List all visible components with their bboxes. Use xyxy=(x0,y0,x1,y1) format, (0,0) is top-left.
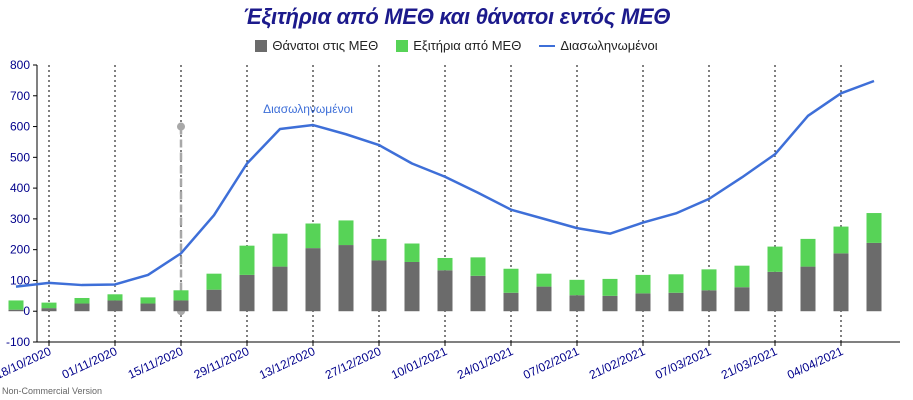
bar-deaths xyxy=(503,292,519,312)
legend-swatch-intubated xyxy=(539,44,556,47)
x-tick-label: 07/03/2021 xyxy=(653,344,714,382)
y-tick-label: 800 xyxy=(10,58,30,72)
bar-deaths xyxy=(536,286,552,312)
bar-discharged xyxy=(470,257,486,276)
bar-deaths xyxy=(800,266,816,312)
bar-discharged xyxy=(371,238,387,261)
bar-discharged xyxy=(833,226,849,254)
bar-discharged xyxy=(272,233,288,267)
bar-discharged xyxy=(74,297,90,304)
bar-deaths xyxy=(833,253,849,312)
x-tick-label: 15/11/2020 xyxy=(126,344,186,382)
bar-discharged xyxy=(437,257,453,271)
bar-discharged xyxy=(305,223,321,249)
bar-deaths xyxy=(239,274,255,312)
x-tick-label: 07/02/2021 xyxy=(521,344,582,382)
bar-deaths xyxy=(371,260,387,312)
bar-discharged xyxy=(503,268,519,293)
y-tick-label: 700 xyxy=(10,89,30,103)
legend-label-discharged: Εξιτήρια από ΜΕΘ xyxy=(413,38,522,53)
bar-discharged xyxy=(404,243,420,262)
legend-swatch-discharged xyxy=(396,39,409,52)
bar-discharged xyxy=(569,279,585,296)
x-tick-label: 13/12/2020 xyxy=(257,344,318,382)
bar-deaths xyxy=(767,271,783,312)
x-tick-label: 10/01/2021 xyxy=(389,344,450,382)
x-tick-label: 29/11/2020 xyxy=(192,344,252,382)
y-tick-label: 100 xyxy=(10,273,30,287)
legend-swatch-deaths xyxy=(255,39,268,52)
bar-deaths xyxy=(206,289,222,312)
bar-discharged xyxy=(866,213,882,243)
chart-title: Έξιτήρια από ΜΕΘ και θάνατοι εντός ΜΕΘ xyxy=(242,4,671,29)
bar-deaths xyxy=(470,275,486,312)
bar-discharged xyxy=(701,269,717,291)
bar-deaths xyxy=(173,300,189,312)
bar-deaths xyxy=(8,309,24,312)
bar-discharged xyxy=(206,273,222,290)
bar-deaths xyxy=(668,292,684,312)
x-tick-label: 24/01/2021 xyxy=(455,344,516,382)
x-tick-label: 01/11/2020 xyxy=(60,344,120,382)
bar-discharged xyxy=(140,297,156,304)
event-marker-dot xyxy=(177,122,185,131)
bar-deaths xyxy=(602,295,618,312)
bar-deaths xyxy=(41,308,57,312)
legend-item-discharged[interactable]: Εξιτήρια από ΜΕΘ xyxy=(396,38,521,53)
y-tick-label: 200 xyxy=(10,243,30,257)
y-tick-label: 600 xyxy=(10,120,30,134)
y-tick-label: -100 xyxy=(6,335,30,349)
bar-discharged xyxy=(173,290,189,301)
bar-deaths xyxy=(569,295,585,312)
bar-discharged xyxy=(800,238,816,267)
legend-label-intubated: Διασωληνωμένοι xyxy=(560,38,658,53)
bar-deaths xyxy=(272,266,288,312)
x-tick-label: 04/04/2021 xyxy=(785,344,846,382)
bar-discharged xyxy=(602,278,618,296)
bar-deaths xyxy=(635,293,651,312)
bar-deaths xyxy=(107,300,123,312)
bar-deaths xyxy=(74,303,90,312)
y-tick-label: 300 xyxy=(10,212,30,226)
legend-item-deaths[interactable]: Θάνατοι στις ΜΕΘ xyxy=(255,38,378,53)
bar-deaths xyxy=(437,270,453,312)
bar-discharged xyxy=(8,300,24,310)
bar-discharged xyxy=(635,274,651,294)
bar-deaths xyxy=(305,248,321,312)
line-annotation-label: Διασωληνωμένοι xyxy=(263,102,353,116)
legend: Θάνατοι στις ΜΕΘ Εξιτήρια από ΜΕΘ Διασωλ… xyxy=(0,38,913,53)
x-tick-label: 21/02/2021 xyxy=(587,344,648,382)
bar-deaths xyxy=(701,290,717,312)
y-tick-label: 400 xyxy=(10,181,30,195)
bar-deaths xyxy=(338,245,354,312)
x-tick-label: 21/03/2021 xyxy=(719,344,780,382)
watermark: Non-Commercial Version xyxy=(2,386,103,396)
legend-label-deaths: Θάνατοι στις ΜΕΘ xyxy=(272,38,379,53)
bar-deaths xyxy=(404,261,420,312)
x-tick-label: 27/12/2020 xyxy=(323,344,384,382)
bar-discharged xyxy=(668,274,684,293)
legend-item-intubated[interactable]: Διασωληνωμένοι xyxy=(539,38,658,53)
bar-discharged xyxy=(107,294,123,301)
bar-deaths xyxy=(866,242,882,312)
y-tick-label: 0 xyxy=(23,304,30,318)
line-intubated xyxy=(15,79,875,288)
y-tick-label: 500 xyxy=(10,150,30,164)
bar-discharged xyxy=(734,265,750,288)
bar-discharged xyxy=(767,246,783,272)
bar-deaths xyxy=(734,287,750,312)
bar-discharged xyxy=(338,220,354,246)
bar-discharged xyxy=(239,245,255,275)
bar-deaths xyxy=(140,303,156,312)
bar-discharged xyxy=(41,302,57,309)
x-tick-label: 18/10/2020 xyxy=(0,344,54,382)
bar-discharged xyxy=(536,273,552,287)
